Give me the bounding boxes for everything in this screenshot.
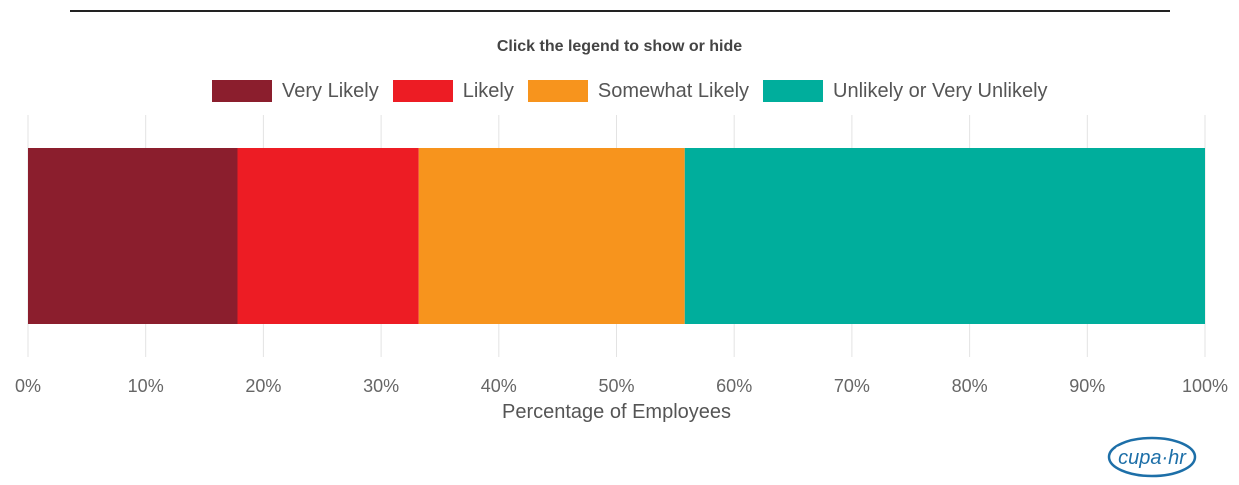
x-axis-title: Percentage of Employees [502,401,731,423]
x-tick-label: 50% [598,376,634,396]
legend-item-unlikely[interactable]: Unlikely or Very Unlikely [763,80,1048,103]
x-tick-label: 100% [1182,376,1228,396]
legend-label: Very Likely [282,79,379,102]
x-tick-label: 40% [481,376,517,396]
legend-item-very-likely[interactable]: Very Likely [212,80,379,103]
cupa-hr-logo: cupa·hr [1107,436,1197,478]
top-divider [70,10,1170,12]
x-tick-label: 10% [128,376,164,396]
chart-plot-area: 0% 10% 20% 30% 40% 50% 60% 70% 80% 90% 100% Percent… [15,115,1228,423]
legend-swatch [392,80,453,102]
legend-item-somewhat-likely[interactable]: Somewhat Likely [527,79,750,103]
legend-label: Somewhat Likely [597,79,750,102]
chart-title: Click the legend to show or hide [496,38,743,55]
legend: Very Likely Likely Somewhat Likely Unlik… [212,78,1062,104]
x-tick-label: 60% [716,376,752,396]
x-tick-label: 90% [1069,376,1105,396]
bar-segment-unlikely-or-very-unlikely [684,148,1205,324]
legend-swatch [527,80,588,102]
x-tick-label: 20% [245,376,281,396]
bar-segment-somewhat-likely [418,148,685,324]
x-tick-label: 70% [834,376,870,396]
legend-swatch [212,80,272,102]
legend-item-likely[interactable]: Likely [392,79,514,103]
x-tick-label: 0% [15,376,41,396]
legend-label: Likely [462,79,514,102]
logo-text: cupa·hr [1118,447,1187,469]
bar-segment-very-likely [28,148,238,324]
bar-segment-likely [237,148,419,324]
x-tick-label: 30% [363,376,399,396]
legend-swatch [763,80,824,102]
legend-label: Unlikely or Very Unlikely [833,79,1048,102]
x-tick-label: 80% [952,376,988,396]
